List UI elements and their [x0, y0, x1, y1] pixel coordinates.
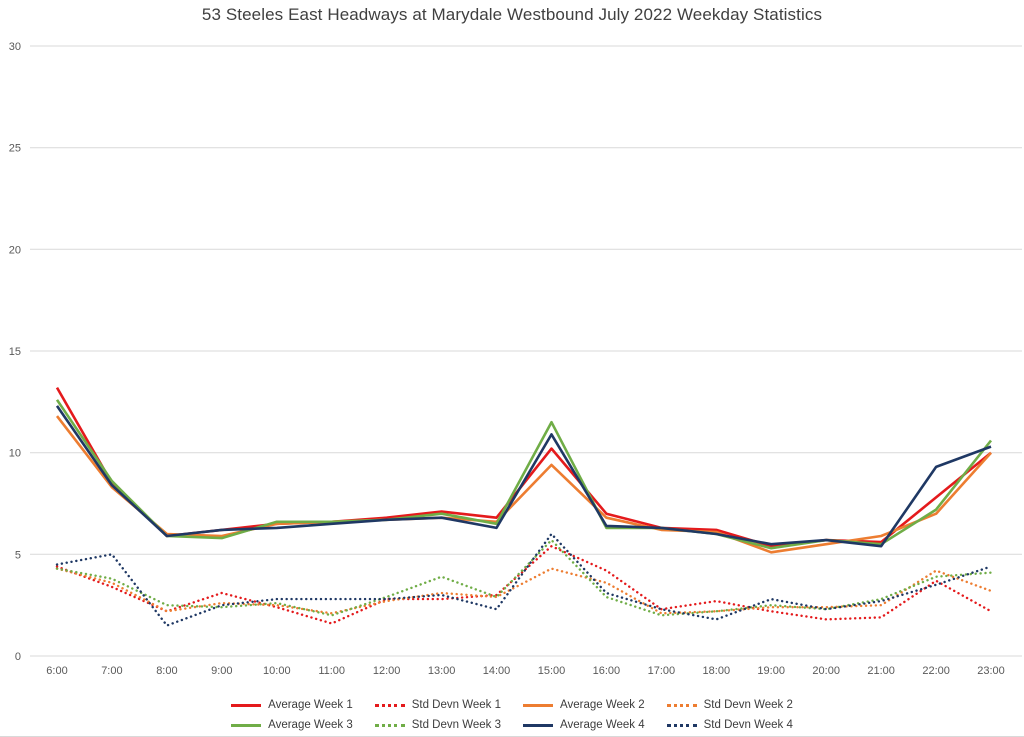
legend-swatch-solid: [231, 723, 262, 727]
legend-row-1: Average Week 1 Std Devn Week 1 Average Wee…: [220, 699, 804, 711]
y-tick-label: 15: [9, 346, 21, 358]
y-tick-label: 25: [9, 143, 21, 155]
legend-swatch-solid: [523, 723, 553, 727]
x-tick-label: 11:00: [318, 665, 345, 677]
x-tick-label: 15:00: [538, 665, 566, 677]
plot-area: 0 5 10 15 20 25 30 6:00 7:00 8:00 9:00 10:00 11:00 12…: [9, 41, 1022, 677]
legend-label: Average Week 4: [560, 719, 645, 731]
x-tick-label: 23:00: [977, 665, 1005, 677]
legend-label: Std Devn Week 4: [703, 719, 793, 731]
legend-label: Std Devn Week 2: [703, 699, 793, 711]
y-tick-label: 5: [15, 549, 21, 561]
legend-label: Std Devn Week 3: [411, 719, 501, 731]
x-tick-label: 8:00: [156, 665, 177, 677]
y-tick-label: 20: [9, 244, 21, 256]
x-tick-label: 20:00: [812, 665, 840, 677]
x-tick-label: 9:00: [211, 665, 232, 677]
legend-label: Average Week 1: [268, 699, 353, 711]
legend-label: Average Week 2: [560, 699, 645, 711]
series-std-devn-week-1: [55, 545, 993, 625]
legend-item-std-devn-week-1: Std Devn Week 1: [374, 699, 501, 711]
legend: Average Week 1 Std Devn Week 1 Average Wee…: [0, 699, 1024, 731]
x-tick-label: 21:00: [867, 665, 895, 677]
legend-label: Average Week 3: [268, 719, 353, 731]
series-std-devn-week-4: [55, 532, 993, 627]
legend-item-std-devn-week-3: Std Devn Week 3: [374, 719, 501, 731]
legend-label: Std Devn Week 1: [411, 699, 501, 711]
y-tick-label: 10: [9, 448, 21, 460]
legend-item-average-week-2: Average Week 2: [523, 699, 645, 711]
legend-swatch-solid: [523, 703, 553, 707]
legend-swatch-dotted: [666, 703, 697, 707]
series-average-week-1: [55, 386, 992, 548]
legend-swatch-dotted: [666, 723, 697, 727]
legend-swatch-solid: [231, 703, 262, 707]
legend-row-2: Average Week 3 Std Devn Week 3 Average Wee…: [220, 719, 804, 731]
series-average-week-2: [55, 415, 992, 554]
x-tick-label: 7:00: [101, 665, 122, 677]
series-average-week-4: [55, 405, 992, 548]
x-tick-label: 18:00: [703, 665, 731, 677]
legend-item-std-devn-week-2: Std Devn Week 2: [666, 699, 793, 711]
x-tick-label: 12:00: [373, 665, 401, 677]
x-tick-label: 6:00: [46, 665, 67, 677]
x-tick-label: 19:00: [757, 665, 785, 677]
y-tick-label: 30: [9, 41, 21, 53]
x-tick-label: 16:00: [593, 665, 621, 677]
legend-item-std-devn-week-4: Std Devn Week 4: [666, 719, 793, 731]
x-tick-label: 17:00: [648, 665, 676, 677]
y-tick-label: 0: [15, 651, 21, 663]
x-tick-label: 13:00: [428, 665, 456, 677]
series-std-devn-week-3: [55, 538, 993, 617]
legend-swatch-dotted: [374, 723, 405, 727]
x-tick-label: 14:00: [483, 665, 511, 677]
legend-item-average-week-1: Average Week 1: [231, 699, 353, 711]
legend-swatch-dotted: [374, 703, 405, 707]
x-tick-label: 22:00: [922, 665, 950, 677]
legend-item-average-week-4: Average Week 4: [523, 719, 645, 731]
chart-title: 53 Steeles East Headways at Marydale Wes…: [201, 5, 823, 24]
series-average-week-3: [55, 399, 993, 550]
x-tick-label: 10:00: [263, 665, 291, 677]
legend-item-average-week-3: Average Week 3: [231, 719, 353, 731]
